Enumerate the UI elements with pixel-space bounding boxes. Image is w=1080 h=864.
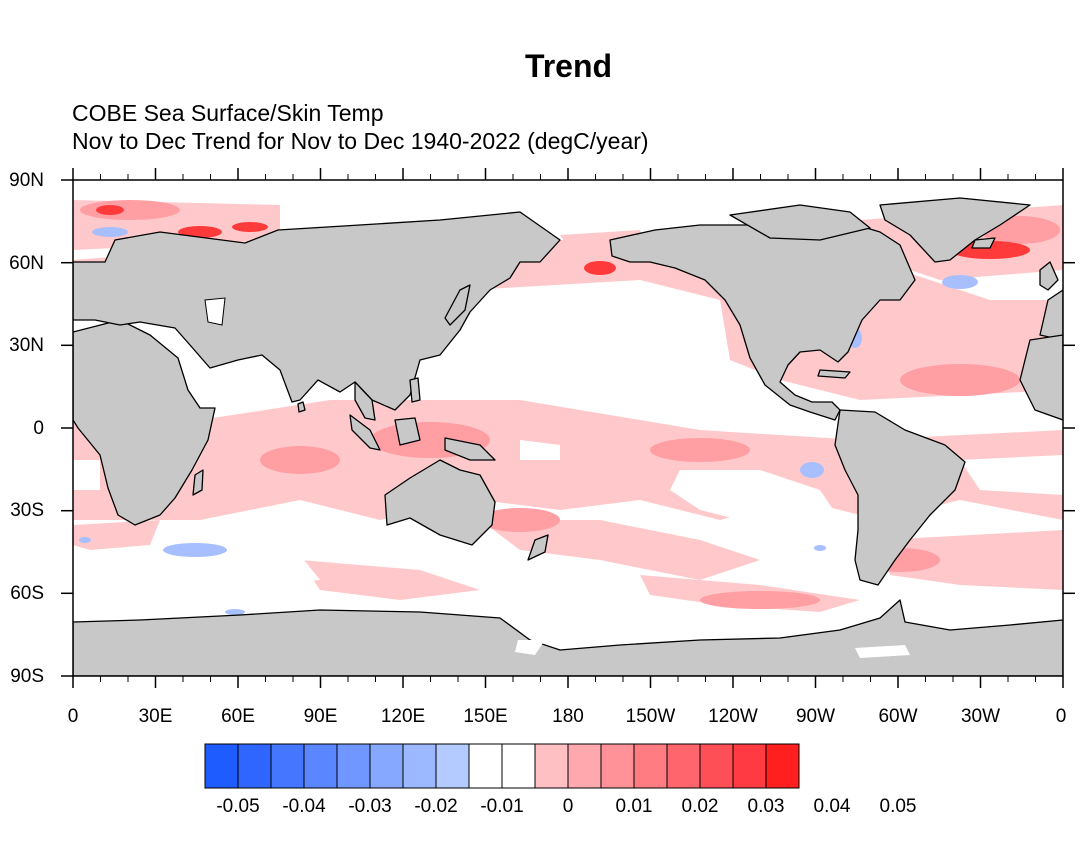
colorbar-swatch: [732, 743, 767, 789]
colorbar-label: -0.04: [282, 796, 326, 817]
sri-lanka: [297, 401, 306, 413]
colorbar-swatch: [204, 743, 239, 789]
cuba: [817, 369, 851, 379]
british-isles: [1039, 261, 1059, 291]
lon-major-ticks: [72, 168, 1064, 688]
colorbar-swatch: [567, 743, 602, 789]
map-field: [73, 180, 1063, 676]
lon-label-90w: 90W: [795, 706, 836, 727]
warm-trend-strong: [96, 205, 1030, 275]
indochina: [354, 381, 376, 421]
north-america: [609, 219, 916, 421]
colorbar-label: -0.02: [414, 796, 458, 817]
lat-label-30s: 30S: [10, 500, 44, 521]
colorbar-swatch: [765, 743, 800, 789]
colorbar-label: 0.01: [615, 796, 653, 817]
borneo: [394, 417, 421, 446]
colorbar-swatch: [468, 743, 503, 789]
lon-label-60e: 60E: [221, 706, 255, 727]
lon-label-150e: 150E: [463, 706, 508, 727]
eurasia: [73, 211, 561, 411]
antarctica: [73, 599, 1063, 676]
colorbar: [204, 743, 800, 789]
lon-label-120e: 120E: [380, 706, 426, 727]
land-masses: [73, 197, 1063, 676]
map-title: Trend: [524, 48, 613, 84]
colorbar-swatch: [402, 743, 437, 789]
philippines: [409, 377, 421, 403]
arctic-islands: [729, 204, 871, 241]
japan: [444, 284, 471, 326]
colorbar-swatch: [666, 743, 701, 789]
colorbar-label: 0.02: [681, 796, 719, 817]
africa: [73, 319, 216, 526]
colorbar-swatch: [336, 743, 371, 789]
lat-label-60s: 60S: [10, 583, 44, 604]
neutral-patches: [73, 300, 1063, 590]
lon-label-180: 180: [552, 706, 584, 727]
colorbar-swatch: [501, 743, 536, 789]
madagascar: [192, 469, 204, 496]
neutral-patch-antarctic: [855, 645, 910, 658]
colorbar-swatch: [633, 743, 668, 789]
lon-label-0-east: 0: [1055, 706, 1067, 727]
lon-label-150w: 150W: [625, 706, 676, 727]
colorbar-label: -0.01: [480, 796, 524, 817]
lon-label-30e: 30E: [138, 706, 173, 727]
colorbar-swatch: [600, 743, 635, 789]
new-zealand: [527, 534, 549, 561]
neutral-patch-ross: [515, 640, 545, 655]
top-band: [0, 0, 1080, 50]
colorbar-label: 0.04: [813, 796, 851, 817]
europe-west: [1039, 289, 1063, 341]
colorbar-swatch: [369, 743, 404, 789]
lon-label-60w: 60W: [878, 706, 918, 727]
colorbar-swatch: [237, 743, 272, 789]
greenland: [879, 197, 1031, 263]
south-america: [834, 409, 966, 586]
colorbar-label: 0: [562, 796, 574, 817]
colorbar-swatch: [534, 743, 569, 789]
lon-label-30w: 30W: [960, 706, 1001, 727]
trend-subtitle: Nov to Dec Trend for Nov to Dec 1940-202…: [72, 128, 649, 154]
new-guinea: [444, 437, 496, 461]
colorbar-label: -0.05: [216, 796, 260, 817]
colorbar-swatch: [435, 743, 470, 789]
colorbar-label: -0.03: [348, 796, 392, 817]
lat-label-30n: 30N: [9, 335, 44, 356]
lat-ticks: [61, 179, 1075, 677]
colorbar-swatch: [270, 743, 305, 789]
lon-label-0: 0: [67, 706, 79, 727]
lat-label-90s: 90S: [10, 666, 44, 687]
lat-label-90n: 90N: [9, 170, 44, 191]
colorbar-swatch: [699, 743, 734, 789]
lat-label-0: 0: [33, 418, 44, 439]
iceland: [971, 237, 996, 249]
colorbar-swatch: [303, 743, 338, 789]
dataset-subtitle: COBE Sea Surface/Skin Temp: [72, 100, 384, 126]
sumatra: [349, 414, 381, 451]
colorbar-label: 0.03: [747, 796, 785, 817]
west-africa: [1019, 334, 1063, 421]
caspian-sea: [204, 297, 226, 326]
colorbar-label: 0.05: [879, 796, 917, 817]
lon-minor-ticks: [100, 174, 1036, 682]
australia: [384, 459, 496, 546]
lon-label-120w: 120W: [708, 706, 758, 727]
lon-label-90e: 90E: [303, 706, 338, 727]
lat-label-60n: 60N: [9, 253, 44, 274]
